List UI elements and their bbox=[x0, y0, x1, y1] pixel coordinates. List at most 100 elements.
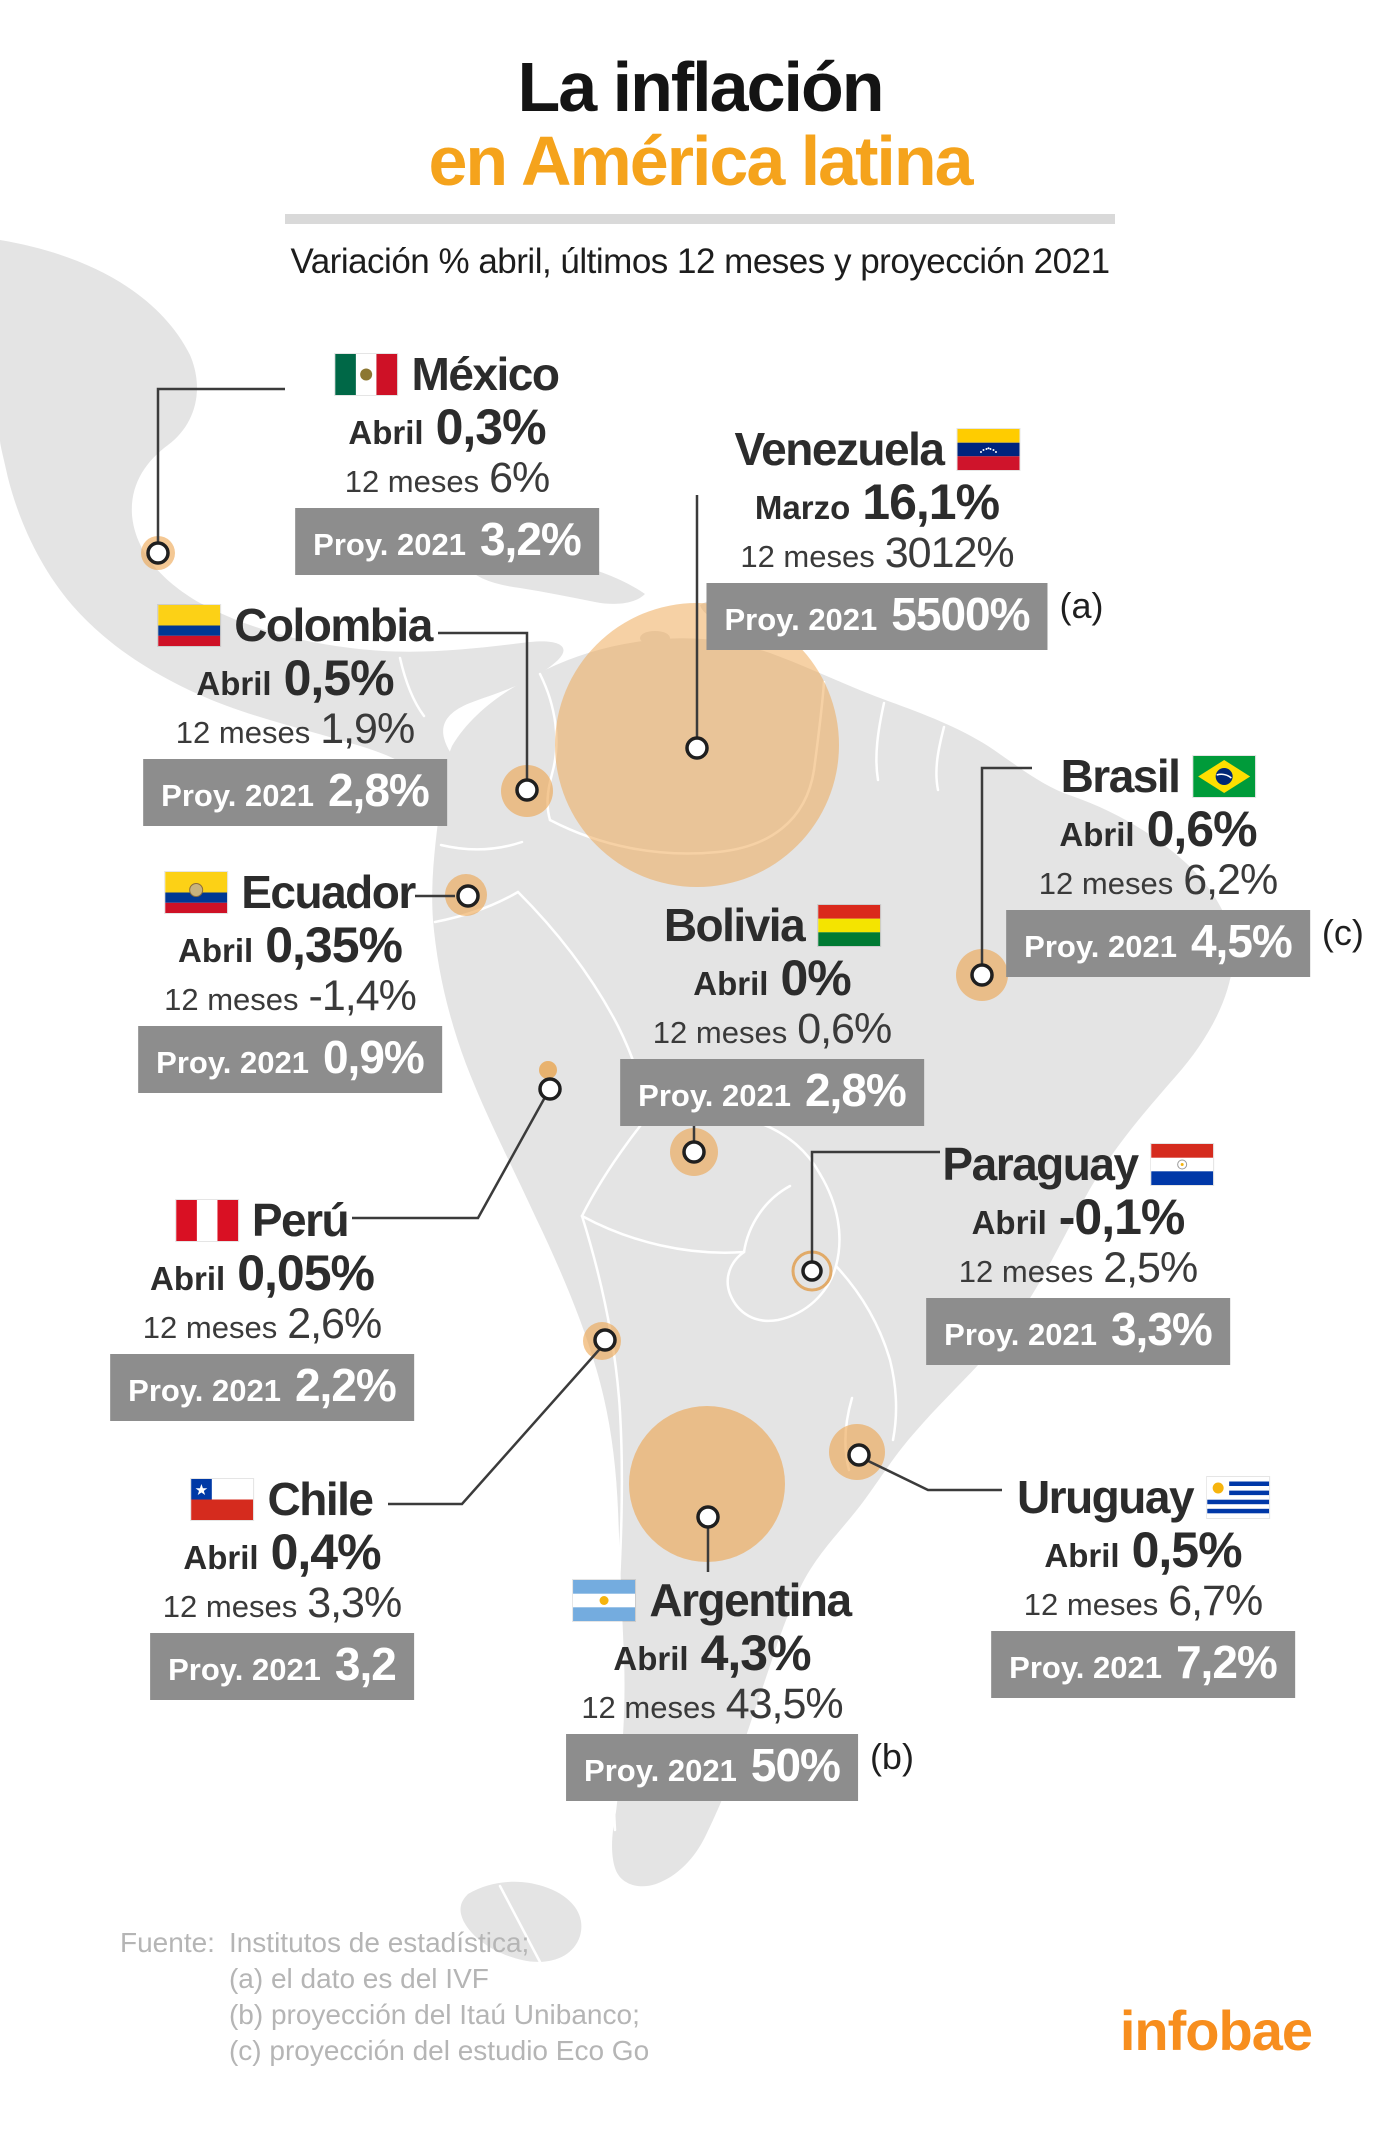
twelve-month-inflation: 12 meses 2,6% bbox=[142, 1300, 382, 1348]
country-header: Brasil bbox=[1061, 752, 1256, 800]
month-inflation: Abril -0,1% bbox=[971, 1189, 1186, 1245]
source-line: Institutos de estadística; bbox=[228, 1927, 530, 1958]
marker-peru bbox=[538, 1077, 562, 1101]
twelve-month-inflation: 12 meses 6,2% bbox=[1038, 856, 1278, 904]
country-header: Colombia bbox=[158, 599, 433, 651]
projection-2021-box: Proy. 2021 2,8% bbox=[620, 1059, 924, 1126]
footnote-marker: (b) bbox=[869, 1736, 914, 1777]
marker-chile bbox=[593, 1328, 617, 1352]
country-block-argentina: Argentina Abril 4,3% 12 meses 43,5% Proy. … bbox=[566, 1574, 914, 1801]
country-name: Ecuador bbox=[241, 866, 416, 918]
marker-ecuador bbox=[456, 884, 480, 908]
flag-peru-icon bbox=[175, 1199, 238, 1241]
leader-peru bbox=[352, 1089, 551, 1220]
page-title-line2: en América latina bbox=[428, 122, 973, 200]
country-name: Colombia bbox=[234, 599, 433, 651]
leader-chile bbox=[388, 1341, 607, 1506]
projection-2021-box: Proy. 2021 2,8% bbox=[143, 759, 447, 826]
month-inflation: Abril 4,3% bbox=[613, 1625, 811, 1681]
projection-row: Proy. 2021 3,3% bbox=[926, 1298, 1230, 1365]
marker-colombia bbox=[515, 778, 539, 802]
country-name: México bbox=[411, 348, 560, 400]
country-header: Chile bbox=[191, 1473, 374, 1525]
projection-row: Proy. 2021 2,2% bbox=[110, 1354, 414, 1421]
projection-row: Proy. 2021 3,2 bbox=[150, 1633, 414, 1700]
projection-row: Proy. 2021 0,9% bbox=[138, 1026, 442, 1093]
month-inflation: Abril 0,5% bbox=[1044, 1522, 1242, 1578]
marker-brasil bbox=[970, 963, 994, 987]
flag-brasil-icon bbox=[1193, 755, 1256, 797]
leader-uruguay bbox=[859, 1455, 1002, 1492]
country-name: Venezuela bbox=[734, 423, 945, 475]
month-inflation: Abril 0,5% bbox=[196, 650, 394, 706]
country-block-ecuador: Ecuador Abril 0,35% 12 meses -1,4% Proy. 2… bbox=[138, 868, 442, 1093]
twelve-month-inflation: 12 meses 6,7% bbox=[1023, 1577, 1263, 1625]
flag-paraguay-icon bbox=[1151, 1143, 1214, 1185]
month-inflation: Abril 0,35% bbox=[178, 917, 403, 973]
projection-row: Proy. 2021 2,8% bbox=[143, 759, 447, 826]
country-name: Chile bbox=[267, 1473, 374, 1525]
bubble-peru bbox=[539, 1061, 557, 1079]
leader-colombia bbox=[438, 631, 529, 790]
month-inflation: Abril 0,05% bbox=[150, 1245, 375, 1301]
marker-argentina bbox=[696, 1505, 720, 1529]
country-name: Bolivia bbox=[663, 899, 806, 951]
country-header: Perú bbox=[175, 1194, 350, 1246]
flag-colombia-icon bbox=[158, 604, 221, 646]
month-inflation: Abril 0,4% bbox=[183, 1524, 381, 1580]
twelve-month-inflation: 12 meses 6% bbox=[344, 454, 551, 502]
country-block-paraguay: Paraguay Abril -0,1% 12 meses 2,5% Proy. 2… bbox=[926, 1140, 1230, 1365]
projection-2021-box: Proy. 2021 5500% bbox=[706, 583, 1048, 650]
page-subtitle: Variación % abril, últimos 12 meses y pr… bbox=[290, 242, 1110, 281]
flag-uruguay-icon bbox=[1207, 1476, 1270, 1518]
projection-2021-box: Proy. 2021 2,2% bbox=[110, 1354, 414, 1421]
month-inflation: Abril 0,3% bbox=[348, 399, 546, 455]
source-line: (a) el dato es del IVF bbox=[228, 1963, 489, 1994]
leader-lines bbox=[156, 387, 1032, 1572]
country-block-uruguay: Uruguay Abril 0,5% 12 meses 6,7% Proy. 202… bbox=[991, 1473, 1295, 1698]
footnote-marker: (a) bbox=[1059, 585, 1104, 626]
marker-bolivia bbox=[682, 1140, 706, 1164]
twelve-month-inflation: 12 meses 3012% bbox=[740, 529, 1014, 577]
header: La inflación en América latina Variación… bbox=[0, 50, 1400, 282]
marker-mexico bbox=[146, 541, 170, 565]
projection-2021-box: Proy. 2021 3,2% bbox=[295, 508, 599, 575]
country-header: México bbox=[335, 348, 560, 400]
marker-uruguay bbox=[847, 1443, 871, 1467]
page-title-line1: La inflación bbox=[517, 48, 885, 126]
country-name: Brasil bbox=[1060, 750, 1181, 802]
country-name: Uruguay bbox=[1016, 1471, 1195, 1523]
flag-chile-icon bbox=[191, 1478, 254, 1520]
footnote-marker: (c) bbox=[1321, 912, 1364, 953]
country-block-chile: Chile Abril 0,4% 12 meses 3,3% Proy. 2021 3… bbox=[150, 1475, 414, 1700]
month-inflation: Abril 0% bbox=[693, 950, 851, 1006]
projection-2021-box: Proy. 2021 0,9% bbox=[138, 1026, 442, 1093]
twelve-month-inflation: 12 meses 1,9% bbox=[175, 705, 415, 753]
projection-2021-box: Proy. 2021 3,2 bbox=[150, 1633, 414, 1700]
projection-row: Proy. 2021 3,2% bbox=[295, 508, 599, 575]
flag-ecuador-icon bbox=[165, 871, 228, 913]
projection-row: Proy. 2021 5500% (a) bbox=[706, 583, 1104, 650]
country-name: Paraguay bbox=[942, 1138, 1139, 1190]
month-inflation: Abril 0,6% bbox=[1059, 801, 1257, 857]
country-block-colombia: Colombia Abril 0,5% 12 meses 1,9% Proy. 20… bbox=[143, 601, 447, 826]
projection-row: Proy. 2021 2,8% bbox=[620, 1059, 924, 1126]
country-block-venezuela: Venezuela Marzo 16,1% 12 meses 3012% Proy.… bbox=[706, 423, 1104, 650]
map-tierra-del-fuego bbox=[460, 1881, 582, 1962]
bubble-argentina bbox=[629, 1406, 785, 1562]
country-name: Perú bbox=[251, 1194, 350, 1246]
country-header: Bolivia bbox=[663, 899, 881, 951]
twelve-month-inflation: 12 meses 3,3% bbox=[162, 1579, 402, 1627]
country-header: Argentina bbox=[573, 1574, 852, 1626]
country-header: Paraguay bbox=[942, 1138, 1214, 1190]
marker-paraguay bbox=[801, 1260, 823, 1282]
leader-mexico bbox=[156, 387, 285, 553]
flag-mexico-icon bbox=[335, 353, 398, 395]
infobae-logo: infobae bbox=[1119, 1999, 1313, 2062]
source-label: Fuente: bbox=[120, 1927, 215, 1958]
projection-row: Proy. 2021 50% (b) bbox=[566, 1734, 914, 1801]
country-block-bolivia: Bolivia Abril 0% 12 meses 0,6% Proy. 2021 2… bbox=[620, 901, 924, 1126]
country-name: Argentina bbox=[649, 1574, 852, 1626]
projection-2021-box: Proy. 2021 50% bbox=[566, 1734, 858, 1801]
